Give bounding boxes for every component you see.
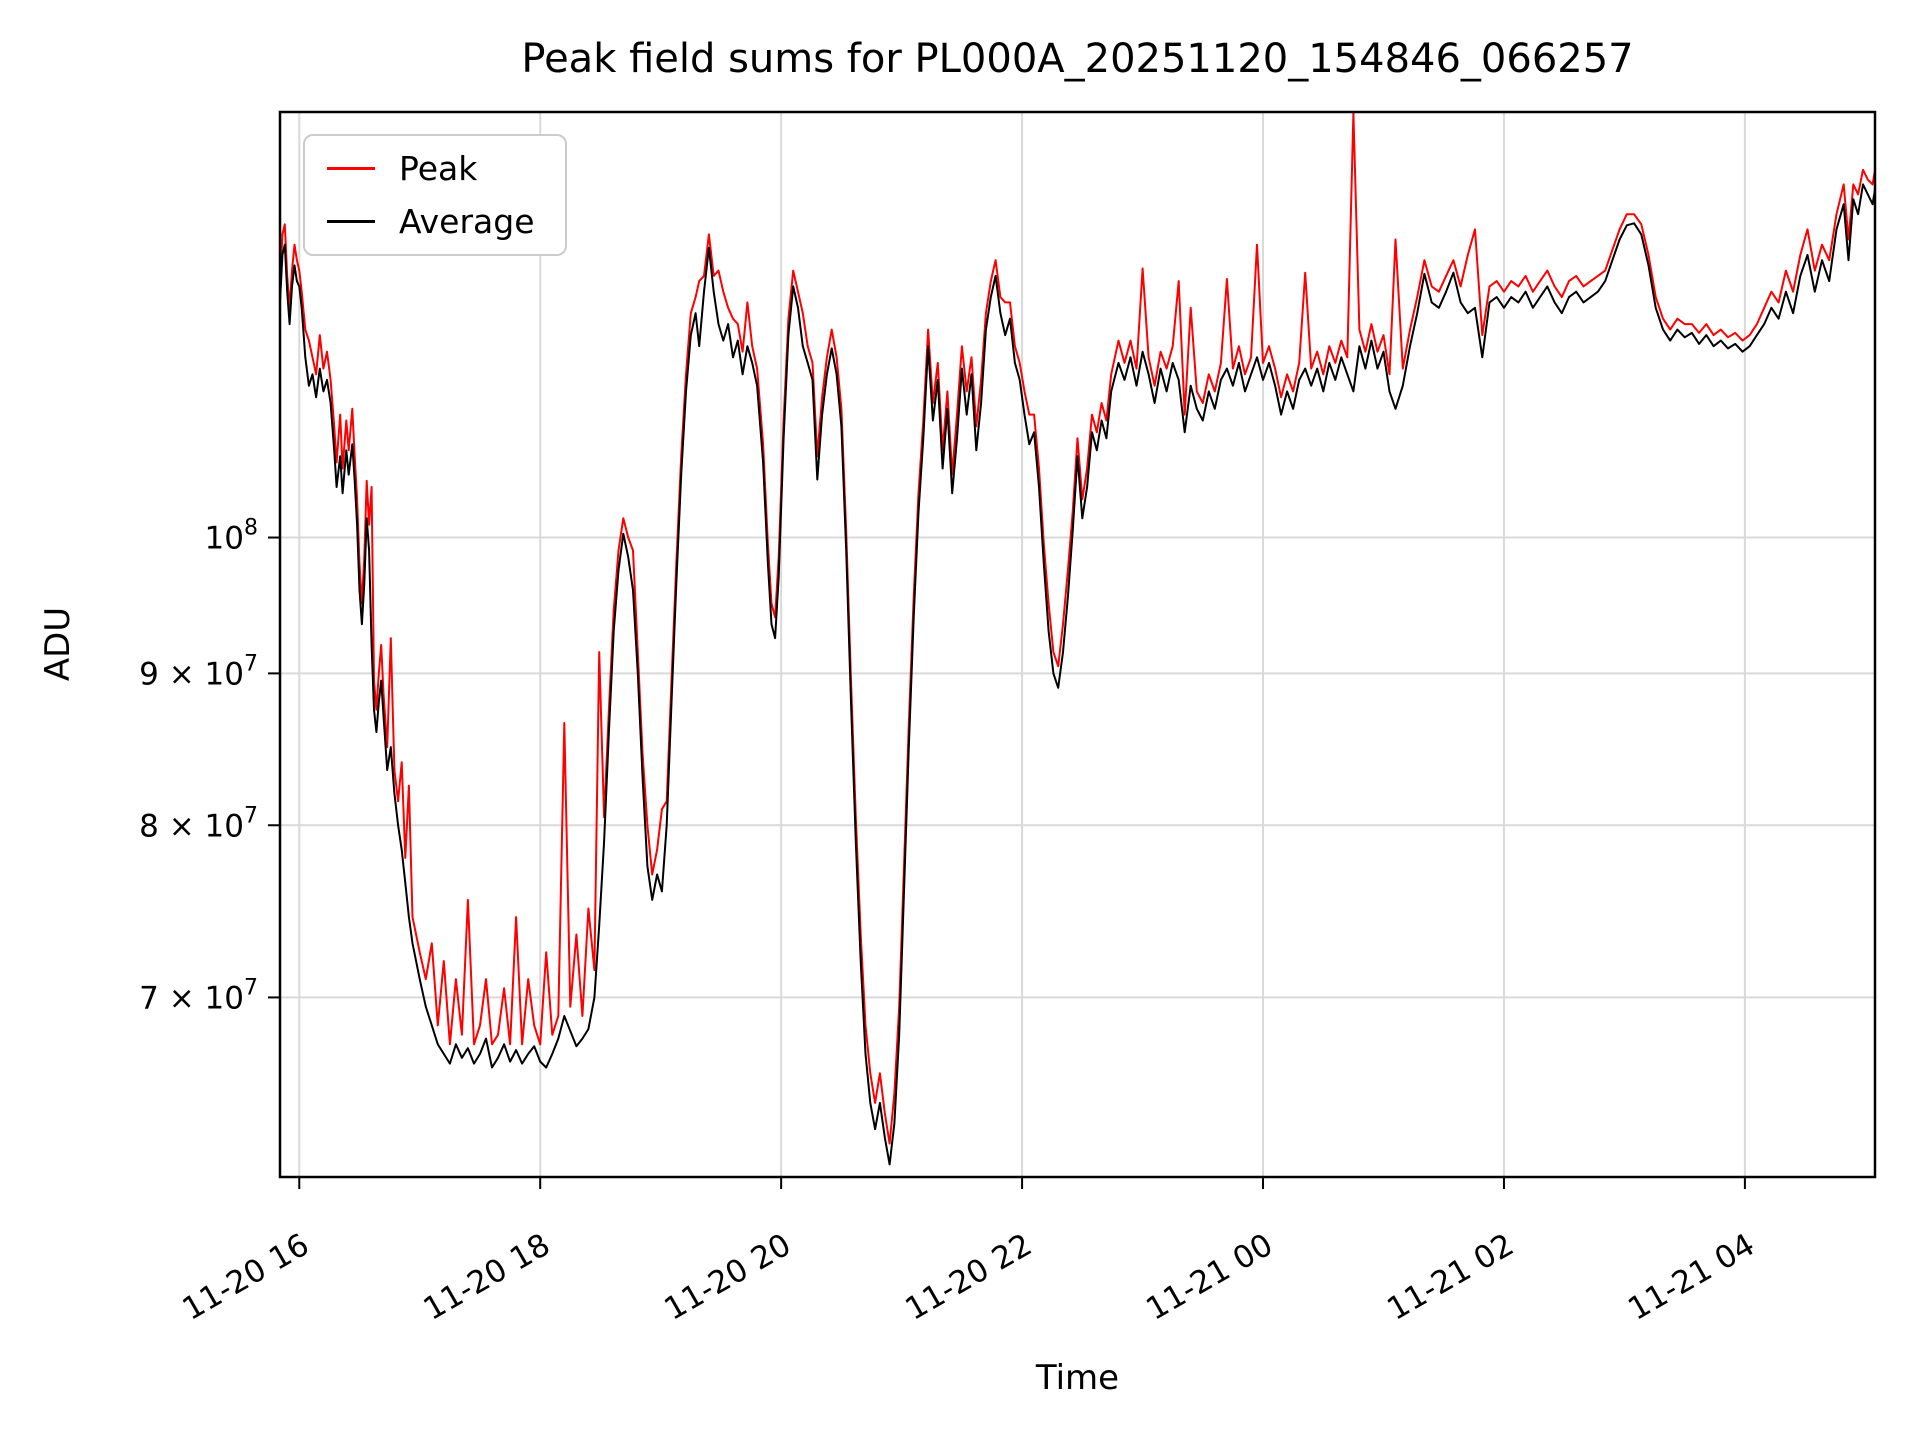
x-tick-label: 11-20 18 xyxy=(417,1227,556,1328)
legend-label-peak: Peak xyxy=(399,149,478,188)
y-axis-label: ADU xyxy=(38,606,78,682)
x-tick-label: 11-21 04 xyxy=(1622,1227,1761,1328)
x-tick-label: 11-20 20 xyxy=(658,1227,797,1328)
chart-title: Peak field sums for PL000A_20251120_1548… xyxy=(521,36,1634,82)
x-tick-label: 11-20 22 xyxy=(899,1227,1038,1328)
x-axis-label: Time xyxy=(1035,1358,1120,1398)
y-tick-label: 9 × 107 xyxy=(139,651,258,692)
y-tick-label: 108 xyxy=(205,516,258,557)
legend: Peak Average xyxy=(303,134,567,256)
y-tick-label: 7 × 107 xyxy=(139,975,258,1016)
y-tick-label: 8 × 107 xyxy=(139,803,258,844)
legend-label-average: Average xyxy=(399,202,535,241)
axes-spines xyxy=(278,110,1877,1179)
peak-line xyxy=(280,112,1875,1145)
average-line-swatch xyxy=(327,220,375,223)
x-tick-label: 11-20 16 xyxy=(177,1227,316,1328)
peak-line-swatch xyxy=(327,167,375,170)
legend-item-peak: Peak xyxy=(327,152,535,185)
x-tick-label: 11-21 00 xyxy=(1140,1227,1279,1328)
legend-item-average: Average xyxy=(327,205,535,238)
average-line xyxy=(280,183,1875,1166)
x-tick-label: 11-21 02 xyxy=(1381,1227,1520,1328)
